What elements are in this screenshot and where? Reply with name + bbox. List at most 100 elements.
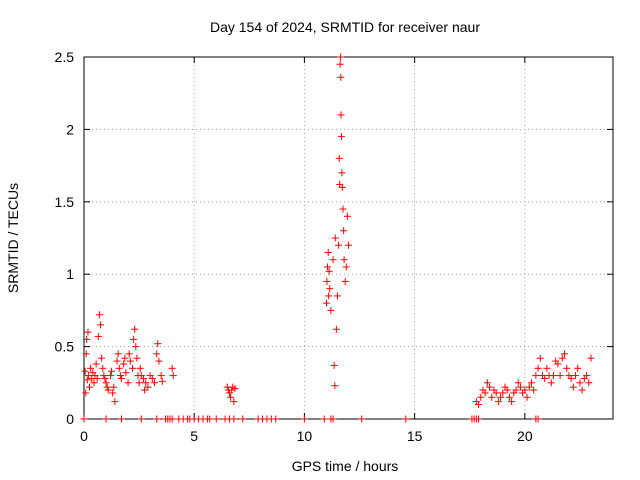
x-tick-label: 20 [517,428,533,444]
data-point [101,374,109,382]
data-point [331,382,339,390]
data-point [151,379,159,387]
data-point [116,372,124,380]
data-point [102,415,110,423]
data-point [331,234,339,242]
data-point [525,383,533,391]
data-point [521,386,529,394]
data-point [153,415,161,423]
data-point [110,383,118,391]
data-point [114,350,122,358]
data-point [587,354,595,362]
data-point [558,354,566,362]
chart-title: Day 154 of 2024, SRMTID for receiver nau… [210,19,480,35]
y-tick-label: 0.5 [55,339,75,355]
data-point [82,350,90,358]
data-point [84,328,92,336]
data-point [578,386,586,394]
data-point [81,367,89,375]
data-points [80,53,595,423]
data-point [325,267,333,275]
data-point [323,277,331,285]
data-point [90,379,98,387]
data-point [137,415,145,423]
data-point [227,393,235,401]
data-point [83,376,91,384]
data-point [516,383,524,391]
data-point [86,383,94,391]
data-point [569,383,577,391]
data-point [111,398,119,406]
data-point [508,398,516,406]
data-point [231,385,239,393]
data-point [338,169,346,177]
data-point [488,393,496,401]
data-point [494,398,502,406]
data-point [527,379,535,387]
data-point [230,415,238,423]
data-point [514,379,522,387]
data-point [104,386,112,394]
data-point [337,111,345,119]
x-axis-label: GPS time / hours [292,458,399,474]
data-point [130,335,138,343]
data-point [335,241,343,249]
data-point [106,372,114,380]
axis-ticks: 0 5 10 15 20 0 0.5 1 1.5 2 2.5 [55,49,613,444]
data-point [556,372,564,380]
data-point [148,374,156,382]
data-point [486,383,494,391]
data-point [561,350,569,358]
data-point [109,389,117,397]
data-point [230,398,238,406]
data-point [122,369,130,377]
data-point [154,340,162,348]
data-point [402,415,410,423]
data-point [324,248,332,256]
data-point [84,372,92,380]
data-point [125,350,133,358]
data-point [492,389,500,397]
data-point [128,364,136,372]
data-point [338,183,346,191]
data-point [239,415,247,423]
x-tick-label: 0 [80,428,88,444]
data-point [329,256,337,264]
data-point [483,379,491,387]
data-point [94,332,102,340]
data-point [327,306,335,314]
y-tick-label: 2.5 [55,49,75,65]
y-tick-label: 1 [66,266,74,282]
y-tick-label: 0 [66,411,74,427]
data-point [87,364,95,372]
data-point [124,379,132,387]
data-point [326,285,334,293]
data-point [512,386,520,394]
data-point [140,374,148,382]
data-point [477,393,485,401]
data-point [530,386,538,394]
data-point [144,383,152,391]
data-point [563,364,571,372]
data-point [325,292,333,300]
data-point [93,374,101,382]
data-point [475,401,483,409]
data-point [131,325,139,333]
data-point [547,379,555,387]
data-point [340,227,348,235]
data-point [153,350,161,358]
data-point [169,372,177,380]
data-point [83,335,91,343]
data-point [95,311,103,319]
data-point [97,321,105,329]
data-point [534,364,542,372]
data-point [136,364,144,372]
data-point [113,357,121,365]
data-point [585,379,593,387]
data-point [332,325,340,333]
data-point [503,386,511,394]
data-point [99,364,107,372]
data-point [340,256,348,264]
data-point [534,415,542,423]
